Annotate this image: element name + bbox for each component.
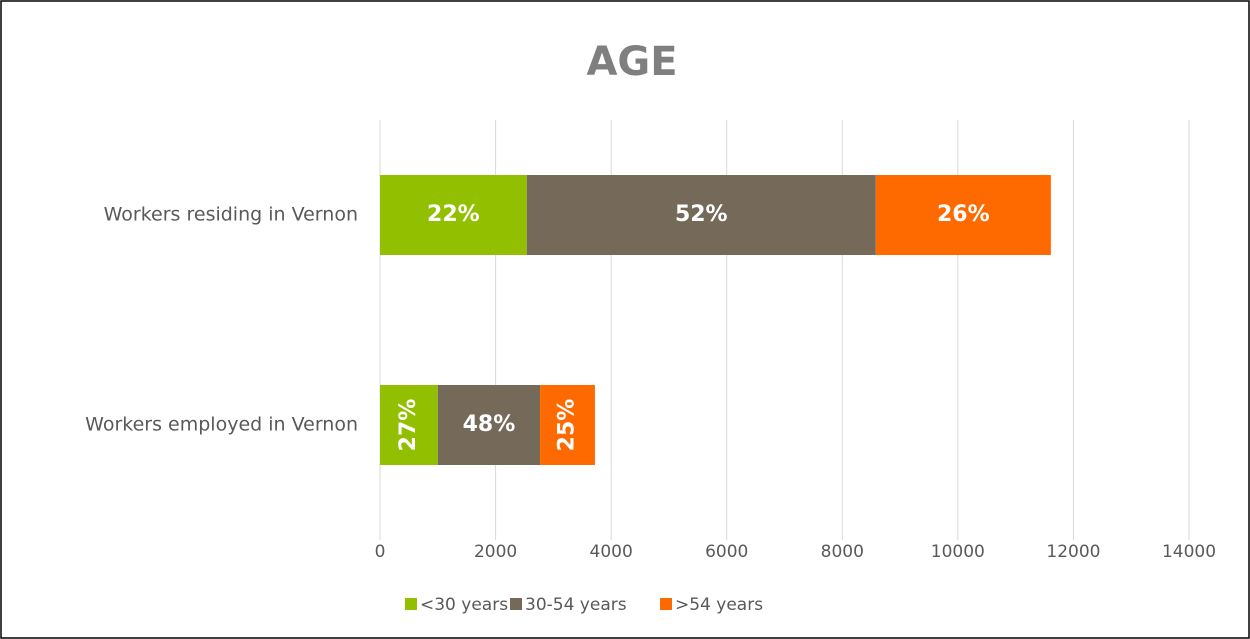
- data-label: 22%: [427, 202, 480, 227]
- legend-swatch: [660, 598, 672, 610]
- chart-title: AGE: [586, 39, 677, 85]
- data-label: 52%: [675, 202, 728, 227]
- x-tick-label: 10000: [931, 542, 985, 562]
- data-label: 25%: [555, 399, 580, 452]
- legend-swatch: [405, 598, 417, 610]
- data-label: 26%: [937, 202, 990, 227]
- bar-segment: [875, 175, 1051, 255]
- x-tick-label: 14000: [1162, 542, 1216, 562]
- x-tick-label: 8000: [821, 542, 864, 562]
- category-label: Workers employed in Vernon: [85, 414, 358, 436]
- x-tick-label: 0: [375, 542, 386, 562]
- data-label: 27%: [396, 399, 421, 452]
- bar-segment: [526, 175, 876, 255]
- bar-segment: [380, 175, 527, 255]
- bar-segment: [437, 385, 541, 465]
- legend-swatch: [510, 598, 522, 610]
- category-label: Workers residing in Vernon: [104, 204, 358, 226]
- x-tick-label: 12000: [1046, 542, 1100, 562]
- x-tick-label: 4000: [590, 542, 633, 562]
- legend-label: >54 years: [675, 595, 763, 615]
- bar-segment: [540, 385, 595, 465]
- legend-label: <30 years: [420, 595, 508, 615]
- x-tick-label: 6000: [705, 542, 748, 562]
- legend-label: 30-54 years: [525, 595, 627, 615]
- data-label: 48%: [463, 412, 516, 437]
- x-tick-label: 2000: [474, 542, 517, 562]
- bar-segment: [380, 385, 438, 465]
